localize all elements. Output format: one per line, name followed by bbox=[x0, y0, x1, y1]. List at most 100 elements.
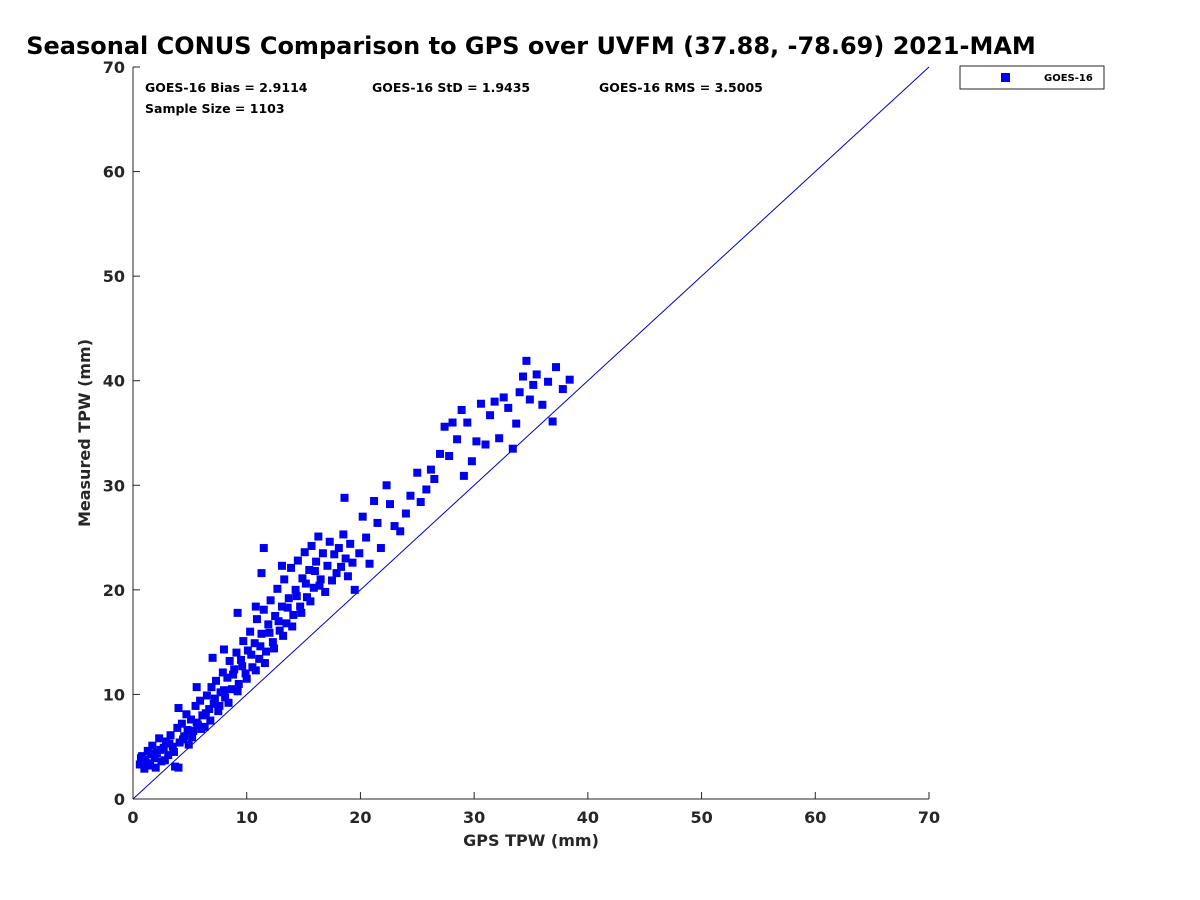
data-point bbox=[305, 565, 314, 574]
data-point bbox=[277, 561, 286, 570]
data-point bbox=[215, 701, 224, 710]
y-tick-label: 60 bbox=[103, 163, 125, 182]
data-point bbox=[257, 569, 266, 578]
data-point bbox=[174, 763, 183, 772]
data-point bbox=[275, 626, 284, 635]
data-point bbox=[390, 522, 399, 531]
data-point bbox=[426, 465, 435, 474]
data-point bbox=[147, 750, 156, 759]
y-tick-label: 0 bbox=[114, 790, 125, 809]
data-point bbox=[512, 419, 521, 428]
data-point bbox=[332, 569, 341, 578]
data-point bbox=[302, 593, 311, 602]
data-point bbox=[453, 435, 462, 444]
data-point bbox=[265, 628, 274, 637]
data-point bbox=[232, 648, 241, 657]
data-point bbox=[467, 457, 476, 466]
data-point bbox=[283, 603, 292, 612]
data-point bbox=[197, 724, 206, 733]
data-point bbox=[472, 437, 481, 446]
x-tick-label: 60 bbox=[804, 808, 826, 827]
std-stat: GOES-16 StD = 1.9435 bbox=[372, 80, 530, 95]
data-point bbox=[233, 687, 242, 696]
data-point bbox=[430, 475, 439, 484]
data-point bbox=[165, 739, 174, 748]
data-point bbox=[373, 518, 382, 527]
data-point bbox=[340, 493, 349, 502]
data-point bbox=[266, 596, 275, 605]
x-axis-label: GPS TPW (mm) bbox=[463, 831, 599, 850]
data-point bbox=[151, 763, 160, 772]
data-point bbox=[413, 468, 422, 477]
data-point bbox=[209, 699, 218, 708]
data-point bbox=[307, 541, 316, 550]
data-point bbox=[376, 544, 385, 553]
legend-entry: GOES-16 bbox=[1044, 73, 1093, 84]
data-point bbox=[279, 631, 288, 640]
data-point bbox=[558, 385, 567, 394]
data-point bbox=[192, 683, 201, 692]
rms-stat: GOES-16 RMS = 3.5005 bbox=[599, 80, 763, 95]
y-tick-label: 20 bbox=[103, 581, 125, 600]
data-point bbox=[234, 679, 243, 688]
data-point bbox=[230, 665, 239, 674]
y-axis-label: Measured TPW (mm) bbox=[75, 339, 94, 527]
data-point bbox=[346, 539, 355, 548]
data-point bbox=[214, 707, 223, 716]
data-point bbox=[457, 405, 466, 414]
data-point bbox=[436, 449, 445, 458]
y-tick-label: 30 bbox=[103, 476, 125, 495]
data-points bbox=[135, 356, 574, 773]
data-point bbox=[182, 710, 191, 719]
data-point bbox=[205, 705, 214, 714]
data-point bbox=[440, 422, 449, 431]
data-point bbox=[191, 701, 200, 710]
plot-area bbox=[132, 67, 929, 800]
data-point bbox=[504, 403, 513, 412]
x-tick-label: 30 bbox=[463, 808, 485, 827]
stats-annotation: GOES-16 Bias = 2.9114 GOES-16 StD = 1.94… bbox=[145, 80, 763, 116]
data-point bbox=[348, 558, 357, 567]
data-point bbox=[257, 629, 266, 638]
data-point bbox=[358, 512, 367, 521]
data-point bbox=[296, 602, 305, 611]
data-point bbox=[382, 481, 391, 490]
data-point bbox=[529, 380, 538, 389]
data-point bbox=[237, 655, 246, 664]
data-point bbox=[532, 370, 541, 379]
data-point bbox=[522, 356, 531, 365]
data-point bbox=[264, 620, 273, 629]
data-point bbox=[280, 575, 289, 584]
data-point bbox=[481, 440, 490, 449]
x-tick-label: 70 bbox=[918, 808, 940, 827]
data-point bbox=[270, 644, 279, 653]
data-point bbox=[150, 754, 159, 763]
data-point bbox=[445, 452, 454, 461]
data-point bbox=[227, 685, 236, 694]
data-point bbox=[544, 377, 553, 386]
data-point bbox=[287, 563, 296, 572]
data-point bbox=[284, 594, 293, 603]
data-point bbox=[490, 397, 499, 406]
data-point bbox=[155, 734, 164, 743]
data-point bbox=[255, 654, 264, 663]
data-point bbox=[300, 548, 309, 557]
one-to-one-reference-line bbox=[132, 66, 930, 800]
data-point bbox=[247, 650, 256, 659]
data-point bbox=[262, 647, 271, 656]
data-point bbox=[233, 608, 242, 617]
data-point bbox=[223, 673, 232, 682]
data-point bbox=[201, 709, 210, 718]
data-point bbox=[337, 562, 346, 571]
chart-title: Seasonal CONUS Comparison to GPS over UV… bbox=[26, 32, 1036, 60]
data-point bbox=[208, 653, 217, 662]
data-point bbox=[210, 694, 219, 703]
data-point bbox=[459, 471, 468, 480]
data-point bbox=[189, 727, 198, 736]
data-point bbox=[273, 584, 282, 593]
data-point bbox=[202, 691, 211, 700]
data-point bbox=[495, 434, 504, 443]
data-point bbox=[548, 417, 557, 426]
data-point bbox=[186, 715, 195, 724]
